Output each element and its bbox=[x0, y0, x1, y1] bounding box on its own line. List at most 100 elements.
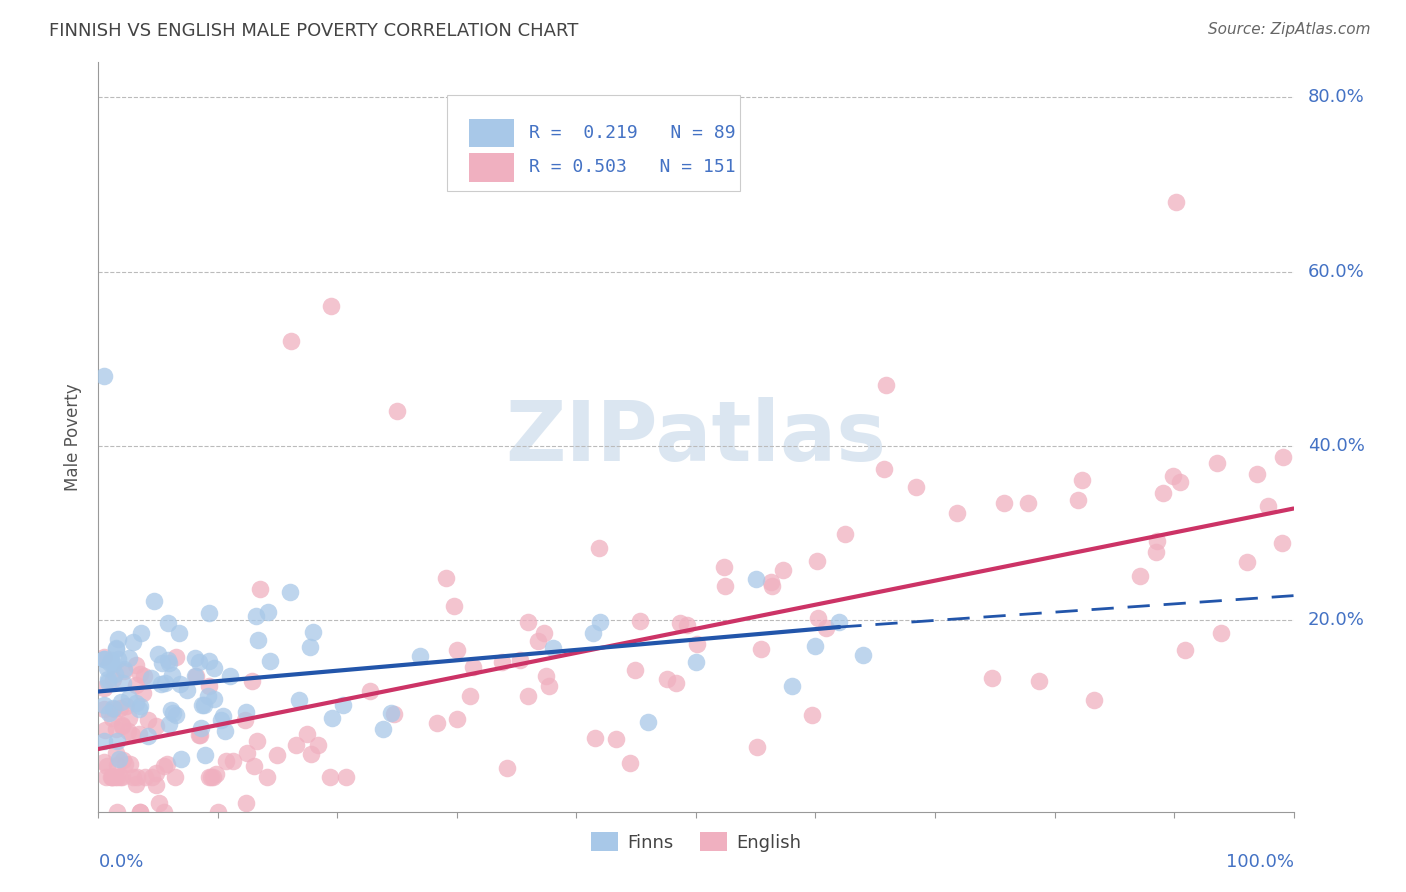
Point bbox=[128, 702, 150, 716]
Point bbox=[152, 758, 174, 772]
Point bbox=[583, 731, 606, 745]
Point bbox=[162, 667, 184, 681]
Point bbox=[107, 632, 129, 646]
Point bbox=[97, 675, 120, 690]
Point bbox=[233, 713, 256, 727]
Point bbox=[1257, 499, 1279, 513]
Point bbox=[159, 703, 181, 717]
Point bbox=[190, 722, 212, 736]
Point bbox=[198, 606, 221, 620]
Point bbox=[188, 655, 211, 669]
Point bbox=[136, 713, 159, 727]
Point bbox=[807, 610, 830, 624]
Point bbox=[132, 686, 155, 700]
Point bbox=[129, 626, 152, 640]
Point bbox=[110, 770, 132, 784]
Point bbox=[184, 651, 207, 665]
Point bbox=[129, 667, 152, 681]
Point bbox=[509, 653, 531, 667]
Point bbox=[145, 778, 167, 792]
Point bbox=[628, 614, 651, 628]
Legend: Finns, English: Finns, English bbox=[583, 825, 808, 859]
Point bbox=[156, 757, 179, 772]
Point bbox=[198, 680, 221, 694]
Point bbox=[1071, 473, 1094, 487]
Point bbox=[202, 770, 225, 784]
Point bbox=[188, 727, 211, 741]
Point bbox=[146, 648, 169, 662]
Point bbox=[93, 698, 115, 713]
Point bbox=[235, 796, 257, 810]
Point bbox=[202, 661, 225, 675]
Point bbox=[111, 753, 134, 767]
Point bbox=[205, 767, 228, 781]
Point bbox=[198, 770, 221, 784]
Point bbox=[156, 615, 179, 630]
Point bbox=[1161, 468, 1184, 483]
Point bbox=[165, 708, 187, 723]
Point bbox=[100, 656, 122, 670]
Point bbox=[319, 299, 342, 313]
Text: 80.0%: 80.0% bbox=[1308, 88, 1365, 106]
Point bbox=[745, 740, 768, 755]
Text: 20.0%: 20.0% bbox=[1308, 611, 1365, 629]
Point bbox=[207, 805, 229, 819]
Point bbox=[714, 579, 737, 593]
Point bbox=[749, 642, 772, 657]
Point bbox=[436, 571, 458, 585]
Point bbox=[100, 653, 122, 667]
Point bbox=[121, 728, 143, 742]
Point bbox=[772, 563, 794, 577]
Point bbox=[852, 648, 875, 663]
Point bbox=[97, 706, 120, 720]
Point bbox=[589, 615, 612, 629]
Point bbox=[380, 706, 402, 720]
Point bbox=[685, 655, 707, 669]
Point bbox=[93, 649, 115, 664]
Point bbox=[162, 706, 184, 720]
Point bbox=[1271, 536, 1294, 550]
Point bbox=[93, 734, 115, 748]
Point bbox=[443, 599, 465, 613]
Point bbox=[496, 761, 519, 775]
Point bbox=[516, 615, 538, 630]
Point bbox=[97, 672, 120, 686]
Point bbox=[107, 752, 129, 766]
Point bbox=[111, 719, 134, 733]
Point bbox=[184, 669, 207, 683]
Point bbox=[298, 640, 321, 654]
Point bbox=[170, 752, 193, 766]
Point bbox=[1083, 693, 1105, 707]
Point bbox=[93, 369, 115, 384]
Point bbox=[104, 770, 127, 784]
Point bbox=[94, 723, 117, 737]
Point bbox=[1211, 626, 1233, 640]
Point bbox=[96, 661, 118, 675]
Point bbox=[605, 731, 627, 746]
Point bbox=[665, 675, 688, 690]
FancyBboxPatch shape bbox=[470, 153, 515, 182]
Point bbox=[297, 727, 319, 741]
Point bbox=[125, 678, 148, 692]
Point bbox=[103, 701, 125, 715]
Point bbox=[299, 747, 322, 761]
Point bbox=[198, 655, 221, 669]
Point bbox=[125, 657, 148, 672]
Point bbox=[804, 639, 827, 653]
Point bbox=[759, 574, 782, 589]
Point bbox=[655, 672, 678, 686]
Point bbox=[993, 496, 1015, 510]
Point bbox=[200, 770, 222, 784]
Point bbox=[249, 582, 271, 597]
Point bbox=[761, 579, 783, 593]
Point bbox=[93, 651, 115, 665]
Text: Source: ZipAtlas.com: Source: ZipAtlas.com bbox=[1208, 22, 1371, 37]
Point bbox=[280, 334, 302, 349]
Point bbox=[202, 692, 225, 706]
Point bbox=[873, 462, 896, 476]
Point bbox=[409, 648, 432, 663]
Point bbox=[946, 507, 969, 521]
Point bbox=[247, 633, 270, 648]
Text: ZIPatlas: ZIPatlas bbox=[506, 397, 886, 477]
Point bbox=[619, 756, 641, 770]
